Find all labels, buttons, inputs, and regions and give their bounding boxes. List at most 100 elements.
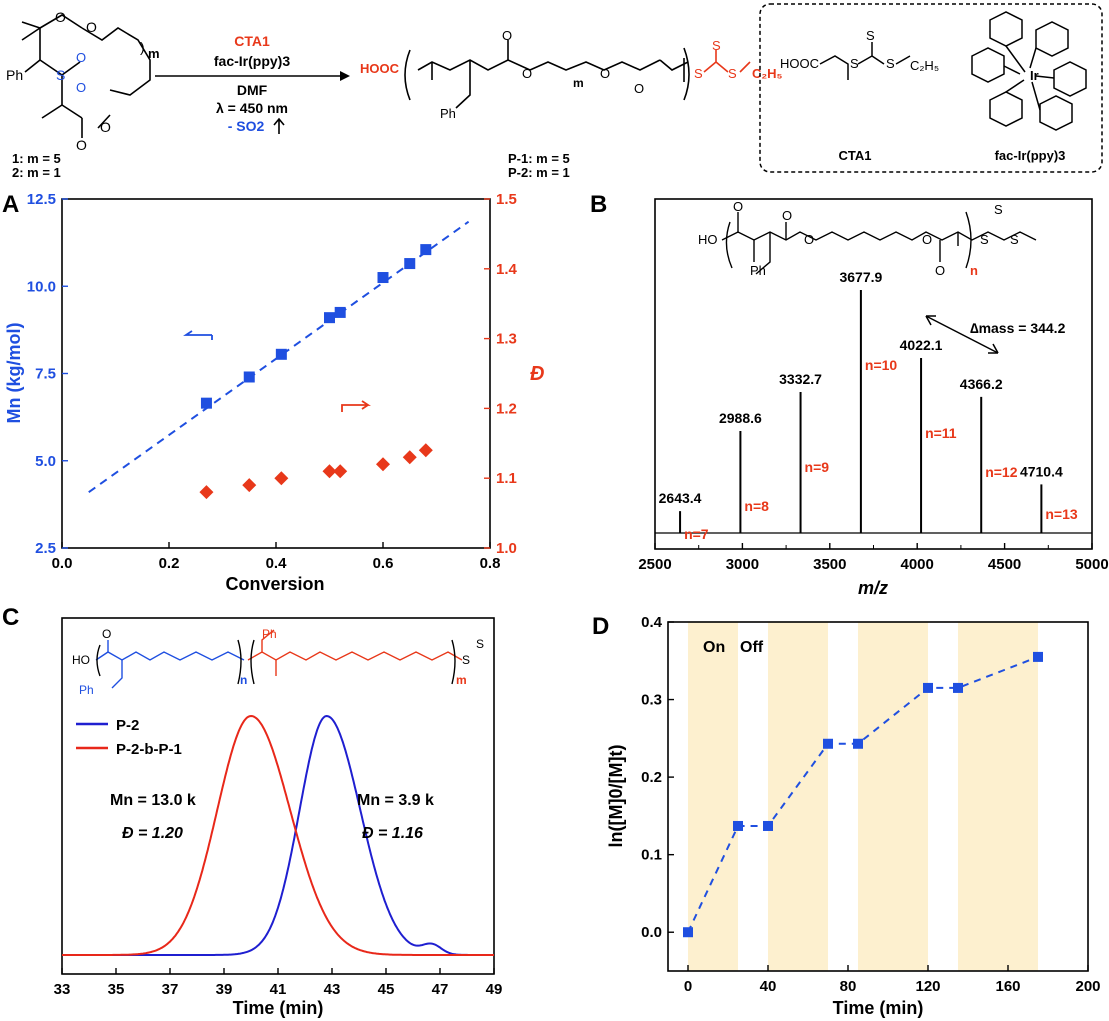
panel-d-point (953, 682, 963, 693)
panel-a-ytick-label: 10.0 (27, 278, 56, 295)
panel-b-ho: HO (698, 232, 718, 247)
panel-b-peak-n: n=7 (684, 526, 709, 542)
panel-a-dispersity-point (376, 457, 390, 472)
panel-b-ticks: 2500 3000 3500 4000 4500 5000 (638, 532, 1109, 573)
panel-c-xtick-label: 43 (324, 981, 341, 998)
panel-a-dispersity-series (199, 443, 433, 500)
panel-b-frame (654, 198, 1093, 550)
panel-d-point (1033, 651, 1043, 662)
panel-d-xtick-label: 120 (915, 978, 940, 995)
panel-d-point (763, 820, 773, 831)
panel-a-xlabel: Conversion (225, 574, 324, 594)
panel-d-light-bands (688, 622, 1038, 971)
panel-c-xtick-label: 47 (432, 981, 449, 998)
polymer-s1: S (694, 66, 703, 81)
panel-b-peak-n: n=10 (865, 357, 898, 373)
panel-a-ytick-label: 5.0 (35, 453, 56, 470)
panel-c-xtick-label: 41 (270, 981, 287, 998)
condition-catalyst: fac-Ir(ppy)3 (214, 53, 290, 69)
panel-d-ylabel: ln([M]0/[M]t) (606, 745, 626, 848)
panel-d-xlabel: Time (min) (833, 998, 924, 1018)
panel-d-xtick-label: 80 (840, 978, 857, 995)
polymer-m: m (573, 76, 584, 90)
cta1-structure (819, 42, 911, 80)
panel-c-ticks: 33 35 37 39 41 43 45 47 49 (54, 968, 503, 998)
panel-a-dispersity-point (199, 485, 214, 500)
panel-b-peak-n: n=11 (925, 425, 957, 441)
panel-a-xtick-label: 0.4 (266, 555, 288, 572)
panel-d-point (733, 820, 743, 831)
panel-a-xtick-label: 0.2 (159, 555, 180, 572)
panel-c-n: n (240, 673, 247, 687)
panel-c-annotation-d-2: Đ = 1.16 (362, 825, 423, 842)
panel-b-ph: Ph (750, 263, 766, 278)
panel-d-ytick-label: 0.3 (641, 692, 662, 709)
polymer-ph: Ph (440, 106, 456, 121)
monomer-m: ) (140, 39, 145, 55)
panel-a-xtick-label: 0.0 (52, 555, 73, 572)
panel-c-xtick-label: 39 (216, 981, 233, 998)
panel-d-off-label: Off (740, 639, 764, 656)
panel-a-xtick-label: 0.8 (480, 555, 501, 572)
panel-d-on-band (768, 622, 828, 971)
panel-c-ph2: Ph (262, 627, 277, 641)
panel-a-mn-point (404, 258, 416, 270)
panel-b-o4: O (922, 232, 932, 247)
panel-b-peak-label: 4022.1 (900, 337, 943, 353)
panel-c-xtick-label: 33 (54, 981, 71, 998)
panel-c-ho: HO (72, 653, 90, 667)
panel-d-on-band (688, 622, 738, 971)
polymer-o-2: O (522, 66, 532, 81)
panel-b-o5: O (935, 263, 945, 278)
panel-c-annotation-mn-1: Mn = 13.0 k (110, 792, 196, 809)
panel-b-xtick-label: 4000 (901, 556, 934, 573)
polymer-structure (404, 40, 690, 109)
box-label-cta1: CTA1 (839, 148, 872, 163)
panel-d-point (823, 738, 833, 749)
panel-b-xlabel: m/z (858, 578, 888, 598)
panel-a-y2tick-label: 1.1 (496, 470, 517, 487)
panel-d-letter: D (592, 613, 609, 640)
monomer-o-4: O (76, 137, 87, 153)
reagent-box (759, 3, 1103, 173)
panel-c-m: m (456, 673, 467, 687)
panel-a-ytick-label: 7.5 (35, 366, 56, 383)
panel-c-curve-p2bp1 (62, 714, 494, 956)
panel-d-points (683, 651, 1043, 938)
panel-a-mn-point (200, 397, 212, 409)
polymer-o-4: O (634, 81, 644, 96)
legend-label-p2: P-2 (116, 717, 139, 734)
panel-a-y2tick-label: 1.3 (496, 331, 517, 348)
monomer-so2-o2: O (76, 80, 86, 95)
panel-c-xtick-label: 49 (486, 981, 503, 998)
ir-atom: Ir (1030, 68, 1039, 83)
panel-c-xtick-label: 37 (162, 981, 179, 998)
polymer-o-1: O (502, 28, 512, 43)
panel-c-o1: O (102, 627, 111, 641)
monomer-m-sub: m (148, 46, 160, 61)
panel-b-peak-label: 3677.9 (839, 269, 882, 285)
panel-a-mn-point (324, 312, 335, 324)
panel-a-y2tick-label: 1.2 (496, 400, 517, 417)
panel-b-xtick-label: 4500 (988, 556, 1021, 573)
panel-a-dispersity-point (242, 478, 257, 493)
polymer-label-1: P-1: m = 5 (508, 151, 570, 166)
panel-a-xtick-label: 0.6 (373, 555, 394, 572)
monomer-label-2: 2: m = 1 (12, 165, 61, 180)
panel-b-s1: S (980, 232, 989, 247)
panel-d-on-label: On (703, 639, 725, 656)
delta-mass-arrow (925, 315, 999, 354)
panel-b-peak-n: n=12 (985, 464, 1018, 480)
panel-a-letter: A (2, 191, 19, 218)
panel-d-on-band (958, 622, 1038, 971)
panel-b-letter: B (590, 191, 607, 218)
panel-a-dispersity-point (418, 443, 433, 458)
panel-b-peak-label: 4366.2 (960, 376, 1003, 392)
panel-d-ytick-label: 0.0 (641, 924, 662, 941)
panel-a-ytick-label: 12.5 (27, 191, 56, 208)
panel-a-dispersity-point (333, 464, 348, 479)
panel-c-xtick-label: 35 (108, 981, 125, 998)
panel-d-xtick-label: 0 (684, 978, 692, 995)
panel-a-mn-point (377, 272, 389, 284)
panel-c-xtick-label: 45 (378, 981, 395, 998)
